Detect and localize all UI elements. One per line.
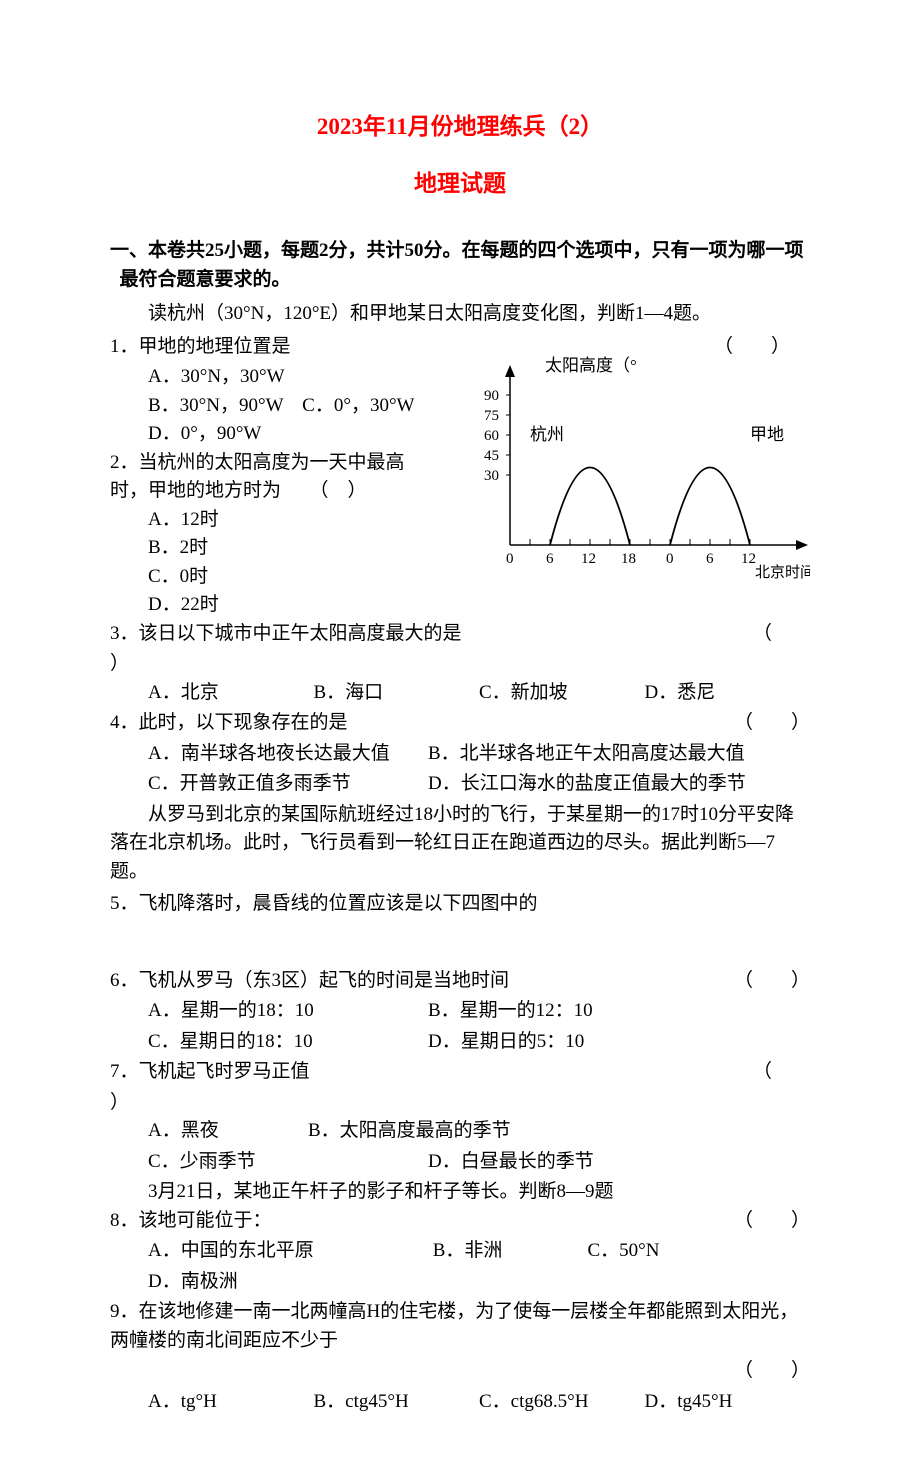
- q1-optBC: B．30°N，90°W C．0°，30°W: [110, 392, 440, 421]
- svg-text:90: 90: [484, 388, 499, 404]
- q2-optB: B．2时: [110, 534, 440, 563]
- q1-optD: D．0°，90°W: [110, 420, 440, 449]
- q4-optA: A．南半球各地夜长达最大值: [148, 740, 428, 769]
- q9-optC: C．ctg68.5°H: [479, 1388, 645, 1417]
- q8-blank: （ ）: [726, 1207, 810, 1236]
- svg-text:6: 6: [706, 551, 714, 567]
- intro-2: 从罗马到北京的某国际航班经过18小时的飞行，于某星期一的17时10分平安降落在北…: [110, 801, 810, 887]
- q8-optB: B．非洲: [433, 1237, 583, 1266]
- q4-blank: （ ）: [726, 709, 810, 738]
- q9-blank: （ ）: [726, 1357, 810, 1386]
- q3-options: A．北京 B．海口 C．新加坡 D．悉尼: [110, 679, 810, 708]
- q7-optA: A．黑夜: [148, 1117, 308, 1146]
- svg-text:6: 6: [546, 551, 554, 567]
- q3-blank-open: （: [745, 620, 810, 649]
- svg-text:18: 18: [621, 551, 636, 567]
- q6-optB: B．星期一的12：10: [428, 997, 593, 1026]
- q2-stem: 2．当杭州的太阳高度为一天中最高时，甲地的地方时为 （ ）: [110, 449, 440, 506]
- q8-stem-row: 8．该地可能位于： （ ）: [110, 1207, 810, 1236]
- q3-stem-row: 3．该日以下城市中正午太阳高度最大的是 （: [110, 620, 810, 649]
- q1-q2-with-chart: 太阳高度（° 90 75 60 45 30: [110, 333, 810, 620]
- q8-opts-abc: A．中国的东北平原 B．非洲 C．50°N: [110, 1237, 810, 1266]
- q6-stem: 6．飞机从罗马（东3区）起飞的时间是当地时间: [110, 967, 726, 996]
- q6-opts-ab: A．星期一的18：10 B．星期一的12：10: [110, 997, 810, 1026]
- svg-text:60: 60: [484, 428, 499, 444]
- q6-opts-cd: C．星期日的18：10 D．星期日的5：10: [110, 1028, 810, 1057]
- q6-blank: （ ）: [726, 967, 810, 996]
- q9-optA: A．tg°H: [148, 1388, 314, 1417]
- q9-optD: D．tg45°H: [645, 1388, 811, 1417]
- q7-stem-row: 7．飞机起飞时罗马正值 （: [110, 1058, 810, 1087]
- q7-blank-close: ）: [110, 1089, 810, 1118]
- q7-blank-open: （: [745, 1058, 810, 1087]
- q4-optC: C．开普敦正值多雨季节: [148, 770, 428, 799]
- section-header: 一、本卷共25小题，每题2分，共计50分。在每题的四个选项中，只有一项为哪一项最…: [110, 237, 810, 294]
- q4-stem: 4．此时，以下现象存在的是: [110, 709, 726, 738]
- intro-3: 3月21日，某地正午杆子的影子和杆子等长。判断8—9题: [110, 1178, 810, 1207]
- q2-optC: C．0时: [110, 563, 440, 592]
- svg-text:30: 30: [484, 468, 499, 484]
- q8-optA: A．中国的东北平原: [148, 1237, 428, 1266]
- q3-blank-close: ）: [110, 650, 810, 679]
- q7-opts-cd: C．少雨季节 D．白昼最长的季节: [110, 1148, 810, 1177]
- q9-stem-row: 9．在该地修建一南一北两幢高H的住宅楼，为了使每一层楼全年都能照到太阳光，两幢楼…: [110, 1298, 810, 1355]
- q4-opts-ab: A．南半球各地夜长达最大值 B．北半球各地正午太阳高度达最大值: [110, 740, 810, 769]
- svg-text:12: 12: [581, 551, 596, 567]
- label-hangzhou: 杭州: [530, 425, 564, 444]
- svg-text:0: 0: [506, 551, 514, 567]
- intro-1: 读杭州（30°N，120°E）和甲地某日太阳高度变化图，判断1—4题。: [110, 300, 810, 329]
- main-title: 2023年11月份地理练兵（2）: [110, 110, 810, 145]
- q7-stem: 7．飞机起飞时罗马正值: [110, 1058, 745, 1087]
- q3-stem: 3．该日以下城市中正午太阳高度最大的是: [110, 620, 745, 649]
- y-axis-arrow: [505, 365, 515, 377]
- q3-optD: D．悉尼: [645, 679, 811, 708]
- q2-optA: A．12时: [110, 506, 440, 535]
- q7-optC: C．少雨季节: [148, 1148, 428, 1177]
- label-jia: 甲地: [750, 425, 784, 444]
- q7-optD: D．白昼最长的季节: [428, 1148, 594, 1177]
- chart-x-label: 北京时间: [755, 564, 810, 581]
- sun-altitude-chart: 太阳高度（° 90 75 60 45 30: [450, 355, 810, 585]
- q3-optC: C．新加坡: [479, 679, 645, 708]
- q4-optD: D．长江口海水的盐度正值最大的季节: [428, 770, 746, 799]
- q8-optC: C．50°N: [588, 1240, 660, 1261]
- curve-hangzhou: [550, 467, 630, 545]
- q5-stem: 5．飞机降落时，晨昏线的位置应该是以下四图中的: [110, 890, 810, 919]
- q9-blank-row: （ ）: [110, 1357, 810, 1386]
- svg-text:0: 0: [666, 551, 674, 567]
- svg-text:75: 75: [484, 408, 499, 424]
- sub-title: 地理试题: [110, 167, 810, 202]
- q3-optA: A．北京: [148, 679, 314, 708]
- q8-optD: D．南极洲: [110, 1268, 810, 1297]
- q9-options: A．tg°H B．ctg45°H C．ctg68.5°H D．tg45°H: [110, 1388, 810, 1417]
- q3-optB: B．海口: [314, 679, 480, 708]
- q6-stem-row: 6．飞机从罗马（东3区）起飞的时间是当地时间 （ ）: [110, 967, 810, 996]
- q2-optD: D．22时: [110, 591, 440, 620]
- svg-text:45: 45: [484, 448, 499, 464]
- svg-text:12: 12: [741, 551, 756, 567]
- q6-optC: C．星期日的18：10: [148, 1028, 428, 1057]
- q6-optA: A．星期一的18：10: [148, 997, 428, 1026]
- q9-stem: 9．在该地修建一南一北两幢高H的住宅楼，为了使每一层楼全年都能照到太阳光，两幢楼…: [110, 1298, 810, 1355]
- q7-optB: B．太阳高度最高的季节: [308, 1117, 511, 1146]
- q5-figure-placeholder: [110, 919, 810, 967]
- q4-stem-row: 4．此时，以下现象存在的是 （ ）: [110, 709, 810, 738]
- chart-y-label: 太阳高度（°: [545, 356, 637, 375]
- q7-opts-ab: A．黑夜 B．太阳高度最高的季节: [110, 1117, 810, 1146]
- q1-optA: A．30°N，30°W: [110, 363, 440, 392]
- q4-opts-cd: C．开普敦正值多雨季节 D．长江口海水的盐度正值最大的季节: [110, 770, 810, 799]
- x-axis-arrow: [796, 540, 808, 550]
- q9-optB: B．ctg45°H: [314, 1388, 480, 1417]
- q6-optD: D．星期日的5：10: [428, 1028, 584, 1057]
- q4-optB: B．北半球各地正午太阳高度达最大值: [428, 740, 745, 769]
- curve-jia: [670, 467, 750, 545]
- q8-stem: 8．该地可能位于：: [110, 1207, 726, 1236]
